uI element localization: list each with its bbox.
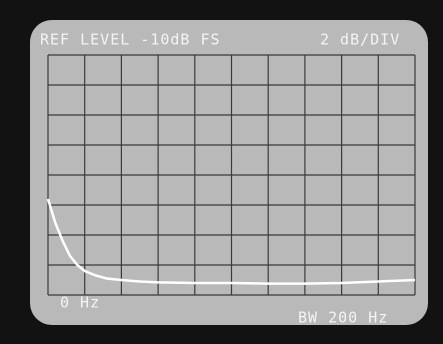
reference-level: REF LEVEL -10dB FS [40, 31, 221, 49]
scale-label: 2 dB/DIV [320, 31, 400, 49]
bandwidth: BW 200 Hz [298, 309, 388, 327]
start-frequency: 0 Hz [60, 294, 100, 312]
graticule [47, 54, 416, 296]
screen [30, 20, 428, 325]
trace [46, 198, 416, 285]
